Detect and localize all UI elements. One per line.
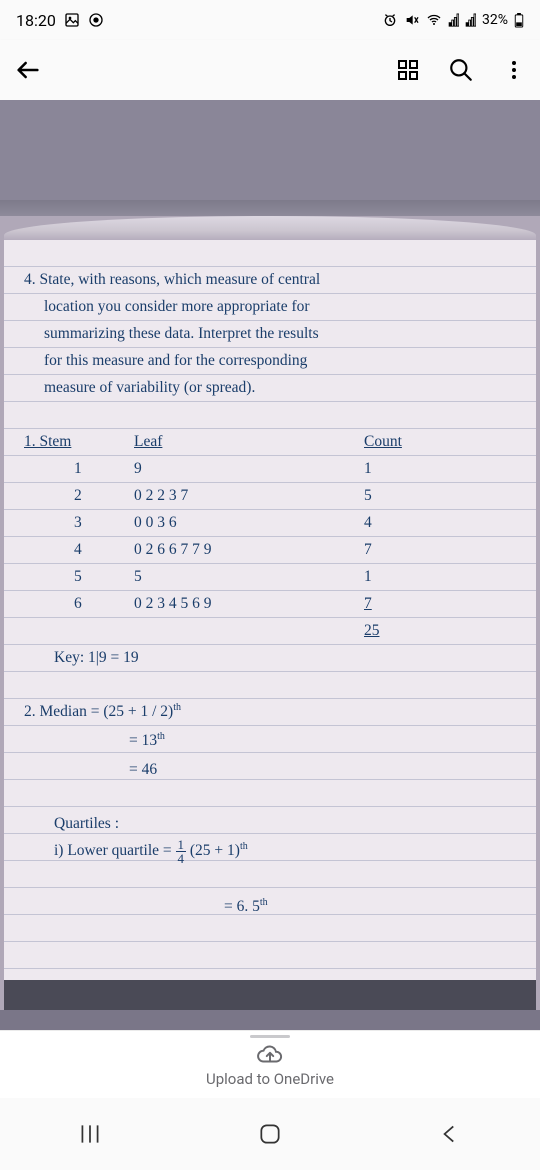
problem-line4: for this measure and for the correspondi… [24, 347, 518, 374]
content-background [0, 100, 540, 200]
median-line: 2. Median = (25 + 1 / 2) [24, 703, 173, 720]
leaf-3: 0 0 3 6 [134, 509, 364, 536]
count-3: 4 [364, 509, 372, 536]
signal1-icon [448, 13, 459, 27]
problem-line3: summarizing these data. Interpret the re… [24, 320, 518, 347]
photo-area[interactable]: 4. State, with reasons, which measure of… [0, 200, 540, 1030]
problem-line2: location you consider more appropriate f… [24, 293, 518, 320]
stem-1: 1 [74, 455, 134, 482]
col-leaf: Leaf [134, 428, 364, 455]
battery-icon [514, 13, 524, 28]
app-bar [0, 40, 540, 100]
alarm-icon [382, 12, 398, 28]
status-left: 18:20 [16, 11, 104, 30]
lq-rhs: (25 + 1) [190, 842, 240, 859]
count-1: 1 [364, 455, 372, 482]
notepad-page: 4. State, with reasons, which measure of… [4, 240, 536, 980]
stem-3: 3 [74, 509, 134, 536]
grid-icon[interactable] [396, 58, 420, 82]
signal2-icon [465, 13, 476, 27]
back-nav-icon[interactable] [437, 1121, 463, 1147]
upload-cloud-icon[interactable] [257, 1042, 283, 1068]
lower-quartile-label: i) Lower quartile = [54, 842, 172, 859]
problem-line1: State, with reasons, which measure of ce… [40, 271, 321, 288]
problem-line5: measure of variability (or spread). [24, 374, 518, 401]
upload-sheet[interactable]: Upload to OneDrive [0, 1030, 540, 1098]
status-bar: 18:20 32% [0, 0, 540, 40]
median-step2: = 13 [129, 732, 157, 749]
home-icon[interactable] [257, 1121, 283, 1147]
count-sum: 25 [364, 617, 380, 644]
col-stem: 1. Stem [24, 428, 134, 455]
col-count: Count [364, 428, 402, 455]
lq-th: th [240, 841, 248, 852]
stem-2: 2 [74, 482, 134, 509]
key-line: Key: 1|9 = 19 [24, 644, 518, 671]
stem-5: 5 [74, 563, 134, 590]
lq-result-th: th [260, 897, 268, 908]
status-battery: 32% [482, 12, 508, 28]
leaf-1: 9 [134, 455, 364, 482]
count-2: 5 [364, 482, 372, 509]
median-result: = 46 [24, 756, 518, 783]
lq-result: = 6. 5 [224, 898, 260, 915]
median-th: th [173, 702, 181, 713]
mute-icon [404, 12, 420, 28]
status-time: 18:20 [16, 11, 56, 30]
more-icon[interactable] [502, 58, 526, 82]
record-icon [88, 12, 104, 28]
back-icon[interactable] [14, 56, 42, 84]
wifi-icon [426, 12, 442, 28]
recent-apps-icon[interactable] [77, 1121, 103, 1147]
system-nav-bar [0, 1098, 540, 1170]
sheet-handle[interactable] [250, 1035, 290, 1038]
leaf-4: 0 2 6 6 7 7 9 [134, 536, 364, 563]
count-6: 7 [364, 590, 372, 617]
count-5: 1 [364, 563, 372, 590]
quartiles-label: Quartiles : [24, 810, 518, 837]
gallery-icon [64, 12, 80, 28]
leaf-5: 5 [134, 563, 364, 590]
count-4: 7 [364, 536, 372, 563]
page-shadow-strip [4, 980, 536, 1010]
median-step2-th: th [157, 731, 165, 742]
problem-number: 4. [24, 271, 36, 288]
search-icon[interactable] [448, 57, 474, 83]
upload-label: Upload to OneDrive [206, 1070, 334, 1088]
leaf-6: 0 2 3 4 5 6 9 [134, 590, 364, 617]
lq-fraction: 1 4 [176, 838, 187, 865]
stem-4: 4 [74, 536, 134, 563]
stem-6: 6 [74, 590, 134, 617]
status-right: 32% [382, 12, 524, 28]
leaf-2: 0 2 2 3 7 [134, 482, 364, 509]
